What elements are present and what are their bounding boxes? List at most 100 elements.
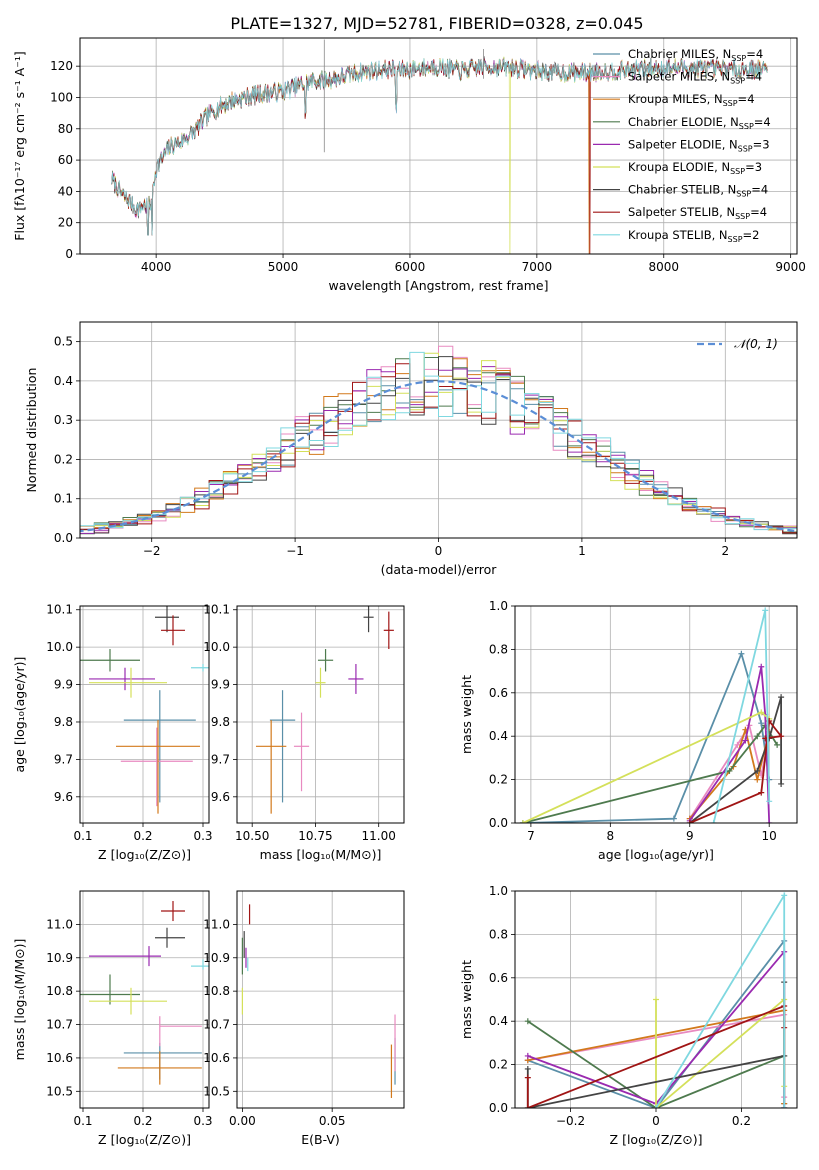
weight-point: [670, 815, 677, 822]
y-tick-label: 0.6: [489, 686, 508, 700]
figure-title: PLATE=1327, MJD=52781, FIBERID=0328, z=0…: [230, 14, 643, 33]
legend-model-name: Chabrier STELIB: [628, 183, 720, 197]
ticks: −0.2 0 0.2 0.0 0.2 0.4 0.6 0.8 1.0: [489, 884, 751, 1128]
errorbar-mass_vs_Z-8: [191, 959, 209, 970]
panel-age_vs_Z: 0.1 0.2 0.3 9.6 9.7 9.8 9.9 10.0 10.1 Z [log₁₀(Z/…: [12, 603, 213, 862]
normal-curve: [80, 380, 797, 533]
x-tick-label: 9000: [775, 260, 806, 274]
y-tick-label: 0.5: [54, 335, 73, 349]
y-axis-label: mass weight: [459, 960, 474, 1039]
y-tick-label: 0.2: [489, 1058, 508, 1072]
axes-frame: [236, 605, 405, 824]
legend-label-2: Kroupa MILES, NSSP=4: [628, 92, 755, 108]
y-tick-label: 10.9: [46, 951, 73, 965]
plot-area: [524, 892, 788, 1108]
y-tick-label: 40: [58, 184, 73, 198]
axes-frame: [79, 321, 798, 539]
weight-point: [726, 767, 733, 774]
y-tick-label: 10.9: [203, 951, 230, 965]
x-tick-label: 0.1: [73, 829, 92, 843]
legend-nssp: 4: [760, 205, 767, 219]
weight-point: [781, 892, 788, 899]
errorbar-age_vs_Z-8: [191, 663, 209, 672]
axes-frame: [236, 890, 405, 1109]
weight-point: [524, 1018, 531, 1025]
weight-point: [524, 1105, 531, 1108]
y-tick-label: 9.8: [54, 715, 73, 729]
x-tick-label: 2: [721, 544, 729, 558]
hist-legend: 𝒩(0, 1): [697, 337, 778, 351]
legend-nssp: 4: [756, 47, 763, 61]
legend-nssp: 4: [763, 115, 770, 129]
y-tick-label: 9.9: [54, 678, 73, 692]
legend-nssp: 4: [755, 70, 762, 84]
y-axis-label: mass weight: [459, 675, 474, 754]
legend-label-4: Salpeter ELODIE, NSSP=3: [628, 137, 770, 153]
weight-point: [774, 741, 781, 748]
y-tick-label: 10.7: [46, 1018, 73, 1032]
errorbar-mass_vs_Z-5: [89, 987, 167, 1015]
legend-model-name: Salpeter ELODIE: [628, 137, 722, 151]
axes-frame: [79, 37, 798, 255]
x-tick-label: 5000: [268, 260, 299, 274]
weight-line-mass_weight_vs_age-0: [522, 650, 771, 823]
y-tick-label: 9.8: [211, 715, 230, 729]
x-tick-label: 0.2: [732, 1114, 751, 1128]
weight-point: [758, 663, 765, 670]
x-tick-label: −2: [143, 544, 161, 558]
x-tick-label: 11.00: [362, 829, 396, 843]
x-tick-label: 0.2: [133, 829, 152, 843]
x-tick-label: 7000: [522, 260, 553, 274]
weight-point: [778, 733, 785, 740]
weight-point: [686, 820, 693, 823]
x-tick-label: 0: [435, 544, 443, 558]
x-axis-label: (data-model)/error: [381, 562, 498, 577]
weight-point: [653, 1105, 659, 1108]
y-tick-label: 10.5: [203, 1084, 230, 1098]
y-axis-label: mass [log₁₀(M/M⊙)]: [12, 939, 27, 1061]
plot-area: [255, 606, 394, 814]
y-tick-label: 0.8: [489, 642, 508, 656]
errorbar-mass_vs_Z-1: [159, 1016, 202, 1047]
errorbar-mass_vs_Z-6: [155, 927, 185, 948]
y-tick-label: 10.7: [203, 1018, 230, 1032]
weight-point: [778, 694, 785, 701]
hist-series-8: [80, 351, 797, 533]
x-tick-label: 8000: [648, 260, 679, 274]
y-tick-label: 0.8: [489, 927, 508, 941]
errorbar-mass_vs_Z-2: [117, 1051, 202, 1085]
legend-label-5: Kroupa ELODIE, NSSP=3: [628, 160, 762, 176]
weight-point: [762, 607, 769, 614]
y-tick-label: 10.0: [203, 640, 230, 654]
panel-age_vs_mass: 10.50 10.75 11.00 9.6 9.7 9.8 9.9 10.0 10.1 mass …: [203, 603, 405, 862]
y-tick-label: 9.9: [211, 678, 230, 692]
x-tick-label: 0.05: [319, 1114, 346, 1128]
errorbar-age_vs_mass-4: [348, 663, 364, 694]
y-tick-label: 60: [58, 153, 73, 167]
spectrum-line-8: [111, 58, 768, 236]
x-axis-label: age [log₁₀(age/yr)]: [598, 847, 714, 862]
y-tick-label: 10.6: [203, 1051, 230, 1065]
ticks: −2 −1 0 1 2 0.0 0.1 0.2 0.3 0.4 0.5: [54, 335, 729, 558]
weight-point: [653, 996, 659, 1003]
errorbar-age_vs_mass-1: [293, 712, 310, 792]
y-tick-label: 100: [50, 90, 73, 104]
weight-point: [758, 720, 765, 727]
x-tick-label: 0.2: [133, 1114, 152, 1128]
weight-line-mass_weight_vs_age-3: [522, 723, 778, 823]
y-tick-label: 10.0: [46, 640, 73, 654]
ticks: 4000 5000 6000 7000 8000 9000 0 20 40 60 80 100 120: [50, 59, 806, 274]
legend-model-name: Chabrier MILES: [628, 47, 715, 61]
y-tick-label: 10.1: [203, 603, 230, 617]
legend-model-name: Kroupa MILES: [628, 92, 707, 106]
weight-line-mass_weight_vs_Z-8: [655, 892, 786, 1108]
errorbar-age_vs_mass-7: [383, 611, 394, 650]
y-tick-label: 10.5: [46, 1084, 73, 1098]
x-axis-label: Z [log₁₀(Z/Z⊙)]: [610, 1132, 703, 1147]
legend-model-name: Salpeter MILES: [628, 70, 714, 84]
x-axis-label: Z [log₁₀(Z/Z⊙)]: [98, 847, 191, 862]
y-tick-label: 0.0: [489, 816, 508, 830]
errorbar-mass_vs_Z-3: [80, 974, 140, 1005]
y-axis-label: age [log₁₀(age/yr)]: [12, 657, 27, 773]
legend-label-7: Salpeter STELIB, NSSP=4: [628, 205, 767, 221]
